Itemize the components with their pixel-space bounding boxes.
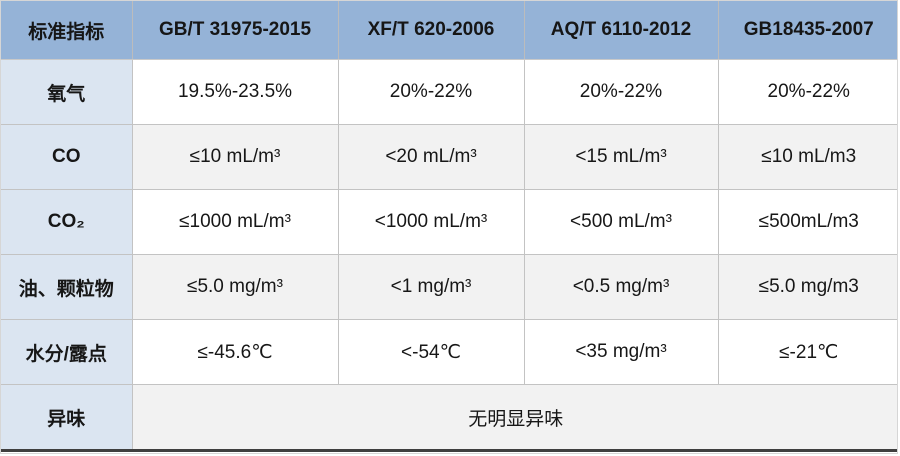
column-header-aqt6110: AQ/T 6110-2012	[524, 1, 719, 60]
table-row-odor: 异味 无明显异味	[1, 384, 897, 451]
table-cell: ≤5.0 mg/m3	[717, 254, 897, 320]
table-cell: <1 mg/m³	[337, 254, 525, 320]
table-cell: ≤1000 mL/m³	[131, 189, 339, 255]
row-label-odor: 异味	[1, 384, 133, 451]
row-label-oxygen: 氧气	[1, 59, 133, 125]
table-cell: ≤500mL/m3	[717, 189, 897, 255]
header-row: 标准指标 GB/T 31975-2015 XF/T 620-2006 AQ/T …	[1, 1, 897, 60]
table-row-co2: CO₂ ≤1000 mL/m³ <1000 mL/m³ <500 mL/m³ ≤…	[1, 189, 897, 255]
column-header-gb18435: GB18435-2007	[718, 1, 897, 60]
table-row-co: CO ≤10 mL/m³ <20 mL/m³ <15 mL/m³ ≤10 mL/…	[1, 124, 897, 190]
row-label-moisture-dewpoint: 水分/露点	[1, 319, 133, 385]
table-cell: <35 mg/m³	[523, 319, 719, 385]
table-cell: 20%-22%	[337, 59, 525, 125]
table-cell-merged-odor: 无明显异味	[131, 384, 897, 451]
row-label-oil-particulate: 油、颗粒物	[1, 254, 133, 320]
table-row-oxygen: 氧气 19.5%-23.5% 20%-22% 20%-22% 20%-22%	[1, 59, 897, 125]
table-cell: <20 mL/m³	[337, 124, 525, 190]
table-row-moisture-dewpoint: 水分/露点 ≤-45.6℃ <-54℃ <35 mg/m³ ≤-21℃	[1, 319, 897, 385]
column-header-gbt31975: GB/T 31975-2015	[132, 1, 339, 60]
column-header-xft620: XF/T 620-2006	[338, 1, 525, 60]
table-cell: <500 mL/m³	[523, 189, 719, 255]
table-cell: ≤-21℃	[717, 319, 897, 385]
table-cell: ≤5.0 mg/m³	[131, 254, 339, 320]
row-label-co: CO	[1, 124, 133, 190]
table-row-oil-particulate: 油、颗粒物 ≤5.0 mg/m³ <1 mg/m³ <0.5 mg/m³ ≤5.…	[1, 254, 897, 320]
table-cell: <15 mL/m³	[523, 124, 719, 190]
table-cell: <-54℃	[337, 319, 525, 385]
row-label-co2: CO₂	[1, 189, 133, 255]
column-header-indicator: 标准指标	[1, 1, 133, 60]
table-cell: <0.5 mg/m³	[523, 254, 719, 320]
table-cell: 20%-22%	[717, 59, 897, 125]
table-cell: ≤-45.6℃	[131, 319, 339, 385]
table-cell: 19.5%-23.5%	[131, 59, 339, 125]
table-cell: ≤10 mL/m³	[131, 124, 339, 190]
table-cell: ≤10 mL/m3	[717, 124, 897, 190]
table-cell: 20%-22%	[523, 59, 719, 125]
table-cell: <1000 mL/m³	[337, 189, 525, 255]
